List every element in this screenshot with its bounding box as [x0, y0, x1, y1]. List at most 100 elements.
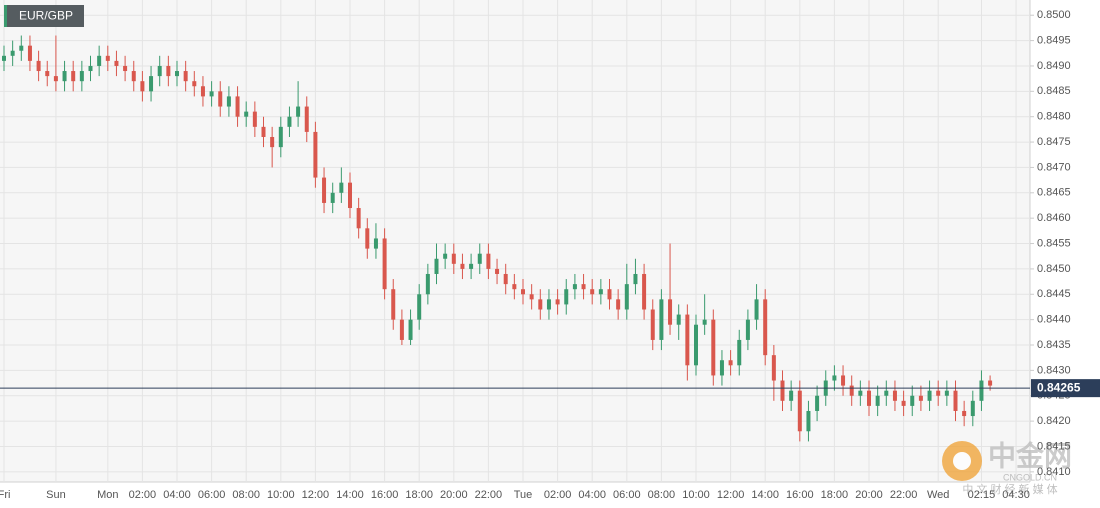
candle-body	[512, 284, 517, 290]
x-tick-label: 16:00	[371, 489, 399, 501]
candle-body	[763, 299, 768, 356]
last-price-box	[1031, 379, 1100, 398]
x-tick-label: 10:00	[682, 489, 710, 501]
watermark: 中金网 CNGOLD.CN 中 文 财 经 新 媒 体	[942, 439, 1072, 496]
candle-body	[780, 380, 785, 401]
candle-body	[633, 273, 638, 285]
candle-body	[910, 395, 915, 406]
x-tick-label: 08:00	[232, 489, 260, 501]
y-tick-label: 0.8480	[1037, 111, 1071, 123]
candle-body	[356, 208, 361, 229]
candle-body	[962, 410, 967, 417]
candle-body	[218, 91, 223, 107]
candle-body	[226, 96, 231, 107]
candle-body	[988, 380, 993, 386]
candle-body	[668, 299, 673, 325]
x-tick-label: 10:00	[267, 489, 295, 501]
candle-body	[235, 96, 240, 117]
candle-body	[209, 91, 214, 97]
y-tick-label: 0.8455	[1037, 237, 1071, 249]
last-price-label: 0.84265	[1037, 380, 1081, 394]
candle-body	[936, 390, 941, 396]
x-tick-label: 12:00	[717, 489, 745, 501]
candle-body	[140, 81, 145, 92]
y-tick-label: 0.8460	[1037, 212, 1071, 224]
y-tick-label: 0.8440	[1037, 314, 1071, 326]
x-tick-label: 16:00	[786, 489, 814, 501]
y-tick-label: 0.8495	[1037, 34, 1071, 46]
candle-body	[875, 395, 880, 406]
x-tick-label: Wed	[927, 489, 949, 501]
candle-body	[659, 299, 664, 340]
candle-body	[607, 289, 612, 300]
candle-body	[745, 319, 750, 340]
x-tick-label: 04:00	[578, 489, 606, 501]
candle-body	[10, 50, 15, 56]
title-accent	[4, 5, 7, 27]
x-tick-label: Tue	[514, 489, 533, 501]
y-tick-label: 0.8485	[1037, 85, 1071, 97]
candle-body	[391, 289, 396, 320]
candle-body	[304, 106, 309, 132]
candle-body	[538, 299, 543, 310]
x-tick-label: 02:15	[968, 489, 996, 501]
watermark-name: 中金网	[988, 439, 1072, 471]
candle-body	[157, 65, 162, 77]
candle-body	[105, 55, 110, 61]
y-tick-label: 0.8500	[1037, 9, 1071, 21]
plot-background	[0, 0, 1030, 482]
candle-body	[365, 228, 370, 249]
candle-body	[694, 324, 698, 366]
x-tick-label: 08:00	[648, 489, 676, 501]
x-tick-label: 18:00	[405, 489, 433, 501]
candle-body	[598, 289, 603, 295]
candle-body	[131, 71, 136, 82]
x-tick-label: 04:30	[1002, 489, 1030, 501]
y-tick-label: 0.8420	[1037, 415, 1071, 427]
y-tick-label: 0.8450	[1037, 263, 1071, 275]
candle-body	[382, 238, 387, 290]
x-tick-label: 12:00	[302, 489, 330, 501]
candle-body	[166, 65, 171, 77]
candle-body	[858, 390, 863, 396]
candle-body	[676, 314, 681, 325]
candle-body	[486, 253, 491, 269]
candle-body	[261, 126, 266, 137]
candle-body	[806, 410, 811, 432]
candle-body	[373, 238, 378, 249]
candle-body	[200, 86, 205, 97]
candle-body	[114, 60, 119, 66]
candle-body	[754, 299, 759, 320]
candle-body	[841, 375, 846, 386]
y-tick-label: 0.8465	[1037, 187, 1071, 199]
candle-body	[719, 360, 724, 376]
candle-body	[79, 71, 84, 82]
axes: 0.84100.84150.84200.84250.84300.84350.84…	[0, 9, 1100, 501]
candle-body	[918, 395, 923, 401]
candle-body	[979, 380, 984, 401]
candle-body	[244, 111, 249, 117]
candle-body	[460, 263, 465, 269]
x-tick-label: 14:00	[751, 489, 779, 501]
candle-body	[737, 339, 742, 366]
candle-body	[183, 71, 188, 82]
x-tick-label: 06:00	[198, 489, 226, 501]
candle-body	[815, 395, 820, 411]
candle-body	[19, 45, 24, 51]
candle-body	[650, 309, 655, 340]
candle-body	[36, 60, 41, 72]
candle-body	[399, 319, 404, 340]
candle-body	[451, 253, 456, 264]
y-tick-label: 0.8475	[1037, 136, 1071, 148]
candle-body	[296, 106, 301, 117]
candle-body	[348, 182, 352, 209]
candle-body	[322, 177, 327, 203]
candle-body	[503, 273, 508, 285]
x-tick-label: 22:00	[890, 489, 918, 501]
x-tick-label: 04:00	[163, 489, 191, 501]
candle-body	[521, 289, 525, 295]
candle-body	[892, 390, 897, 401]
candle-body	[149, 76, 154, 92]
y-tick-label: 0.8410	[1037, 466, 1071, 478]
